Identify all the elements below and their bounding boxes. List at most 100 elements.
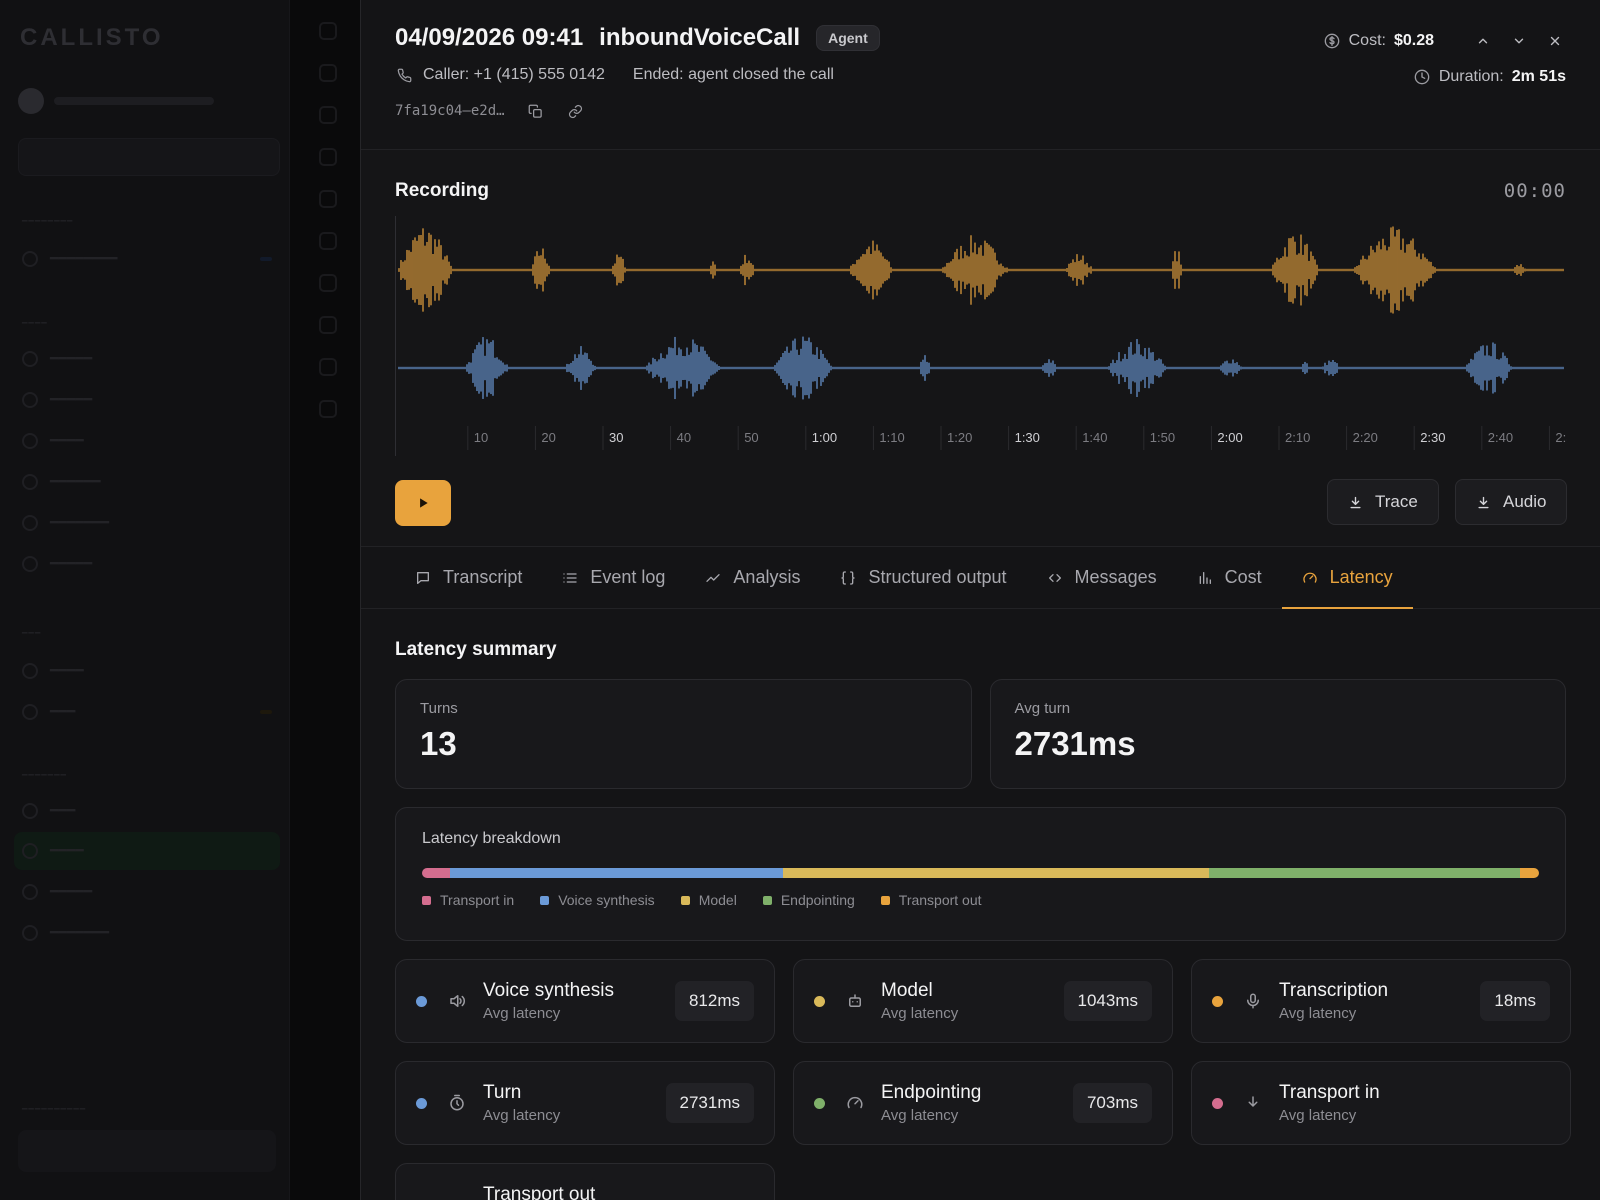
legend-item: Transport out [880,892,982,908]
tab-transcript[interactable]: Transcript [395,547,542,608]
close-icon[interactable] [1544,30,1566,52]
time-tick-label: 2:40 [1488,430,1513,445]
legend-item: Voice synthesis [540,892,655,908]
sidebar-item: ━━━━━ [22,883,272,900]
waveform-user-track [398,336,1564,400]
play-button[interactable] [395,480,451,526]
tab-structured-output[interactable]: Structured output [820,547,1026,608]
legend-label: Voice synthesis [558,892,655,908]
avg-turn-label: Avg turn [1014,700,1071,717]
sidebar-item: ━━━━━ [22,350,272,367]
metric-subtitle: Avg latency [881,1107,959,1124]
call-type: inboundVoiceCall [599,24,801,51]
org-switcher [18,88,214,114]
latency-summary-title: Latency summary [395,639,557,660]
tab-label: Latency [1329,567,1393,587]
time-tick-label: 1:30 [1015,430,1040,445]
tab-cost[interactable]: Cost [1177,547,1282,608]
metric-name: Transport in [1279,1082,1380,1103]
tab-label: Transcript [443,567,523,587]
sidebar-item: ━━━━ [22,432,272,449]
tab-label: Cost [1224,567,1262,587]
avg-turn-card: Avg turn 2731ms [989,679,1566,789]
agent-badge: Agent [816,25,880,51]
time-tick-label: 1:00 [812,430,837,445]
trace-label: Trace [1375,492,1418,511]
legend-item: Model [680,892,737,908]
metric-text: Turn Avg latency [483,1082,666,1124]
recording-title: Recording [395,180,489,201]
sidebar-item: ━━━ [22,703,272,720]
waveform[interactable]: 10 20 30 40 50 1:00 1:10 1:20 1:30 1:40 1:50 2:00 2:… [395,216,1567,456]
turns-value: 13 [420,725,457,762]
gauge-icon [1303,572,1317,583]
metric-value: 2731ms [665,1083,754,1123]
time-tick-label: 1:20 [947,430,972,445]
legend-label: Model [698,892,737,908]
legend-swatch [422,895,431,905]
download-audio-button[interactable]: Audio [1455,479,1568,525]
sidebar-footer [18,1130,276,1172]
time-tick-label: 2:20 [1353,430,1378,445]
sidebar-section: ━━━━ [22,318,48,328]
metric-text: Transport in Avg latency [1279,1082,1550,1124]
link-icon[interactable] [567,102,585,120]
call-id: 7fa19c04–e2d… [395,103,505,119]
sidebar-item: ━━━━ [22,842,272,859]
background-app: CALLISTO ━━━━━━━━ ━━━━━━━━ ━━━━ ━━━━━ ━━… [0,0,360,1200]
sidebar-search [18,138,280,176]
latency-metric-card: Model Avg latency 1043ms [793,959,1173,1043]
sidebar-section: ━━━━━━━━ [22,216,74,226]
sidebar-item-active [14,832,280,870]
chevron-down-icon[interactable] [1508,30,1530,52]
chevron-up-icon[interactable] [1472,30,1494,52]
time-tick-label: 2:10 [1285,430,1310,445]
metric-text: Endpointing Avg latency [881,1082,1073,1124]
tab-messages[interactable]: Messages [1027,547,1177,608]
call-header: 04/09/2026 09:41 inboundVoiceCall Agent … [361,0,1600,150]
play-icon [420,498,428,508]
metric-text: Transport outAvg latency [483,1184,754,1200]
sidebar-item: ━━━━━━━━ [22,250,272,267]
status-dot [416,1097,427,1109]
sidebar-item: ━━━━━ [22,391,272,408]
tab-bar: Transcript Event log Analysis Structured… [361,547,1600,609]
latency-panel: Latency summary Turns 13 Avg turn 2731ms… [361,609,1600,1200]
latency-metric-card: Endpointing Avg latency 703ms [793,1061,1173,1145]
timer-icon [447,1093,467,1113]
background-sidebar: CALLISTO ━━━━━━━━ ━━━━━━━━ ━━━━ ━━━━━ ━━… [0,0,290,1200]
turns-label: Turns [420,700,458,717]
metric-name: Transcription [1279,980,1389,1001]
download-trace-button[interactable]: Trace [1327,479,1439,525]
metric-name: Transport out [483,1184,596,1200]
breakdown-segment [1209,868,1520,878]
tab-latency[interactable]: Latency [1281,547,1413,609]
clock-icon [1413,68,1431,86]
turns-card: Turns 13 [395,679,972,789]
time-tick-label: 20 [541,430,555,445]
status-dot [416,995,427,1007]
breakdown-segment [1519,868,1539,878]
speaker-icon [447,991,467,1011]
metric-text: Voice synthesis Avg latency [483,980,675,1022]
latency-metric-card: Transport in Avg latency [1191,1061,1571,1145]
gauge-icon [845,1093,865,1113]
tab-label: Structured output [868,567,1007,587]
trend-icon [706,573,721,582]
sidebar-item: ━━━━━ [22,555,272,572]
tab-analysis[interactable]: Analysis [685,547,820,608]
status-dot [1212,1097,1223,1109]
metric-subtitle: Avg latency [483,1005,561,1022]
sidebar-item: ━━━━ [22,662,272,679]
tab-label: Messages [1074,567,1157,587]
mic-icon [1243,991,1263,1011]
copy-icon[interactable] [527,102,545,120]
list-icon [563,572,578,583]
call-datetime: 04/09/2026 09:41 [395,24,584,51]
metric-value: 18ms [1480,981,1550,1021]
tab-event-log[interactable]: Event log [542,547,685,608]
legend-swatch [540,895,550,905]
bot-icon [845,991,865,1011]
waveform-agent-track [398,226,1564,314]
breakdown-segment [782,868,1210,878]
